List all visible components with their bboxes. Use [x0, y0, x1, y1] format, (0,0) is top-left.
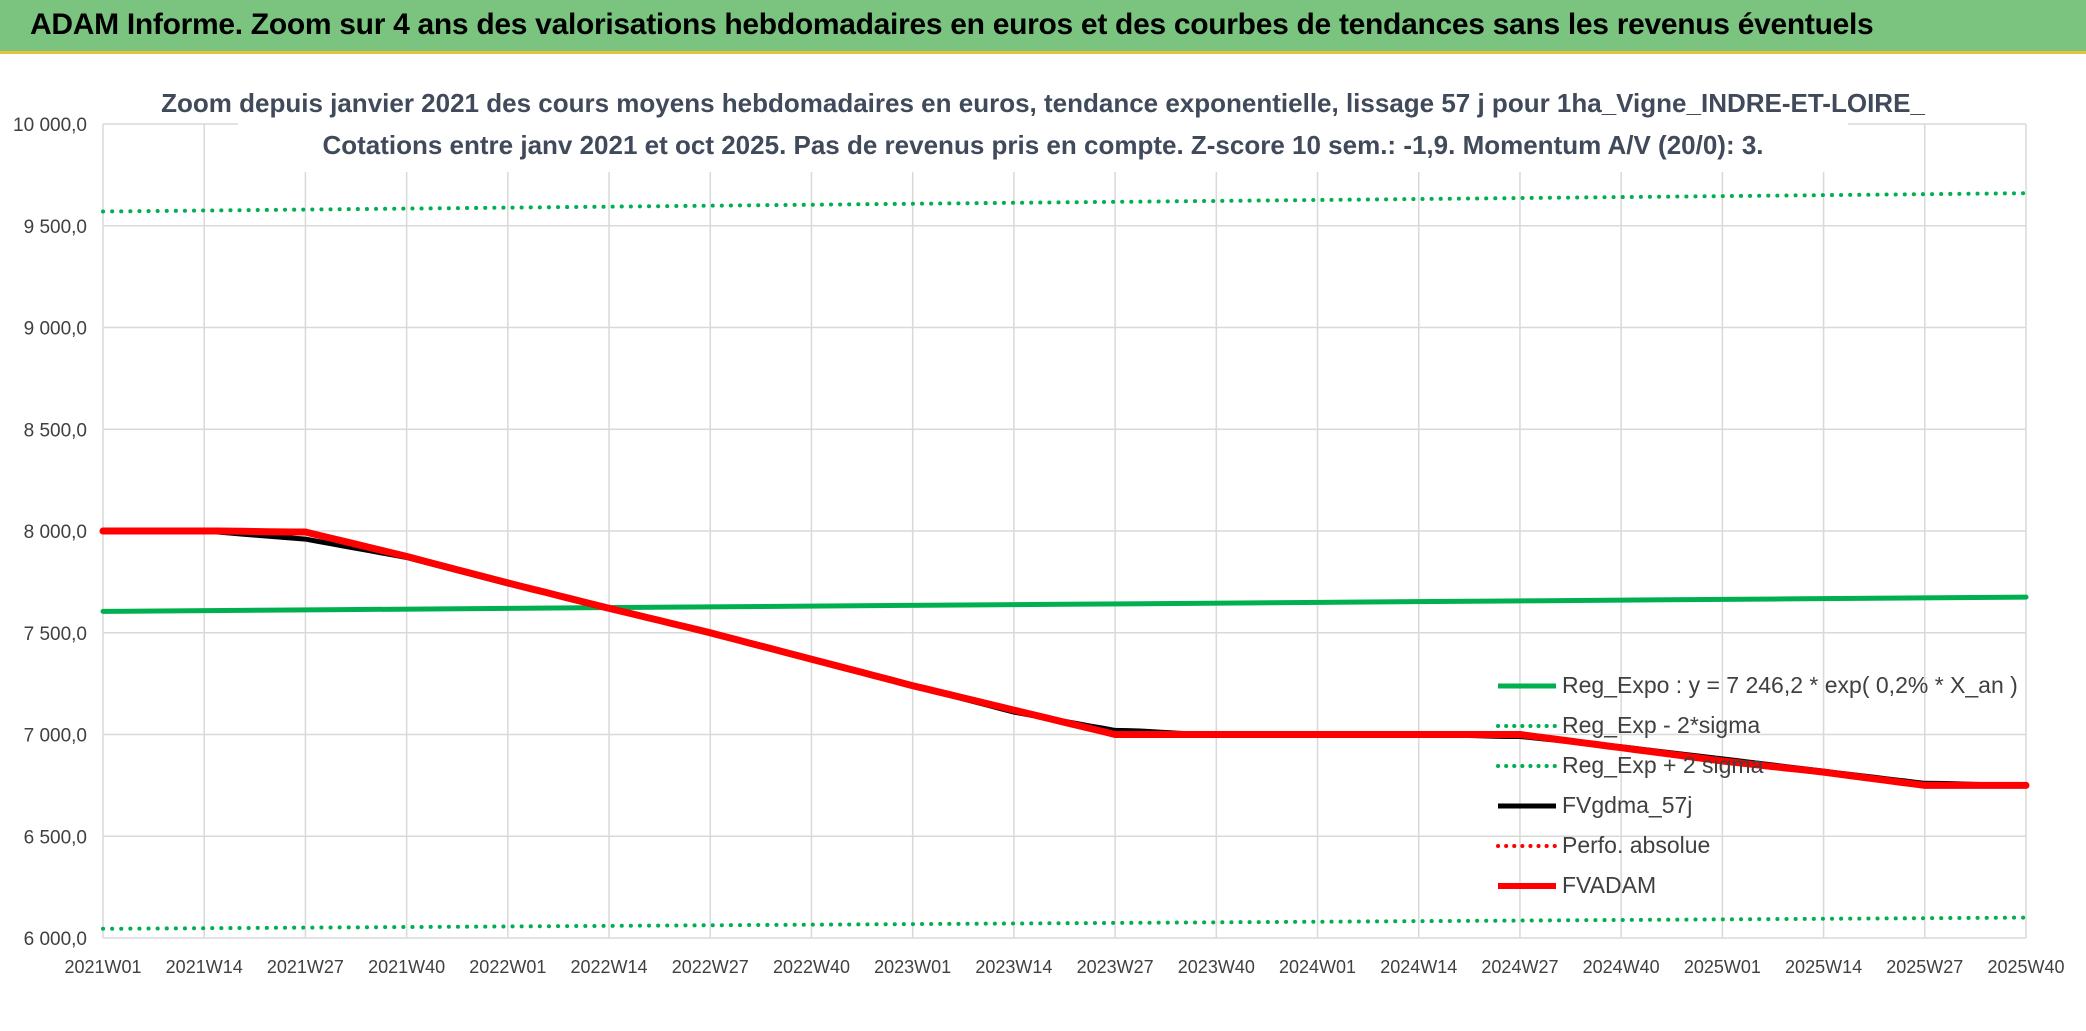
chart-frame: 6 000,0 6 500,0 7 000,0 7 500,0 8 000,0 8 500… [0, 54, 2086, 1031]
y-tick-label: 9 000,0 [24, 319, 87, 340]
x-tick-label: 2023W01 [874, 957, 951, 977]
report-title: ADAM Informe. Zoom sur 4 ans des valoris… [30, 8, 1874, 41]
report-banner: ADAM Informe. Zoom sur 4 ans des valoris… [0, 0, 2086, 54]
line-chart: 6 000,0 6 500,0 7 000,0 7 500,0 8 000,0 8 500… [13, 80, 2065, 977]
legend-label-4: Perfo. absolue [1562, 832, 1710, 858]
x-tick-label: 2025W27 [1886, 957, 1963, 977]
legend-label-2: Reg_Exp + 2 sigma [1562, 752, 1764, 778]
x-tick-label: 2024W27 [1481, 957, 1558, 977]
x-tick-label: 2022W14 [571, 957, 648, 977]
x-tick-label: 2021W40 [368, 957, 445, 977]
y-tick-label: 8 500,0 [24, 420, 87, 441]
series-line-0 [100, 594, 2029, 614]
x-tick-label: 2023W40 [1178, 957, 1255, 977]
series-group [99, 191, 2030, 931]
x-tick-label: 2024W14 [1380, 957, 1457, 977]
x-tick-label: 2021W27 [267, 957, 344, 977]
legend-label-0: Reg_Expo : y = 7 246,2 * exp( 0,2% * X_a… [1562, 672, 2018, 698]
series-line-2 [101, 191, 2028, 214]
x-tick-label: 2023W14 [975, 957, 1052, 977]
legend: Reg_Expo : y = 7 246,2 * exp( 0,2% * X_a… [1496, 672, 2018, 898]
x-axis: 2021W01 2021W14 2021W27 2021W40 2022W01 2022W… [64, 957, 2064, 977]
chart-title-line-2: Cotations entre janv 2021 et oct 2025. P… [322, 130, 1763, 160]
y-tick-label: 7 000,0 [24, 726, 87, 747]
chart-title-line-1: Zoom depuis janvier 2021 des cours moyen… [161, 88, 1925, 118]
x-tick-label: 2022W27 [672, 957, 749, 977]
y-tick-label: 9 500,0 [24, 217, 87, 238]
legend-label-3: FVgdma_57j [1562, 792, 1692, 818]
x-tick-label: 2022W01 [469, 957, 546, 977]
grid-lines [102, 123, 2027, 939]
x-tick-label: 2021W01 [64, 957, 141, 977]
y-axis: 6 000,0 6 500,0 7 000,0 7 500,0 8 000,0 8 500… [13, 115, 87, 950]
legend-label-1: Reg_Exp - 2*sigma [1562, 712, 1760, 738]
y-tick-label: 6 500,0 [24, 827, 87, 848]
x-tick-label: 2022W40 [773, 957, 850, 977]
series-line-5 [99, 527, 2030, 789]
y-tick-label: 7 500,0 [24, 624, 87, 645]
y-tick-label: 10 000,0 [13, 115, 87, 136]
x-tick-label: 2021W14 [166, 957, 243, 977]
x-tick-label: 2025W01 [1684, 957, 1761, 977]
y-tick-label: 6 000,0 [24, 929, 87, 950]
x-tick-label: 2024W01 [1279, 957, 1356, 977]
x-tick-label: 2025W40 [1987, 957, 2064, 977]
y-tick-label: 8 000,0 [24, 522, 87, 543]
x-tick-label: 2024W40 [1583, 957, 1660, 977]
x-tick-label: 2025W14 [1785, 957, 1862, 977]
chart-title: Zoom depuis janvier 2021 des cours moyen… [161, 80, 1925, 172]
legend-label-5: FVADAM [1562, 872, 1656, 898]
series-line-1 [101, 915, 2028, 931]
x-tick-label: 2023W27 [1077, 957, 1154, 977]
